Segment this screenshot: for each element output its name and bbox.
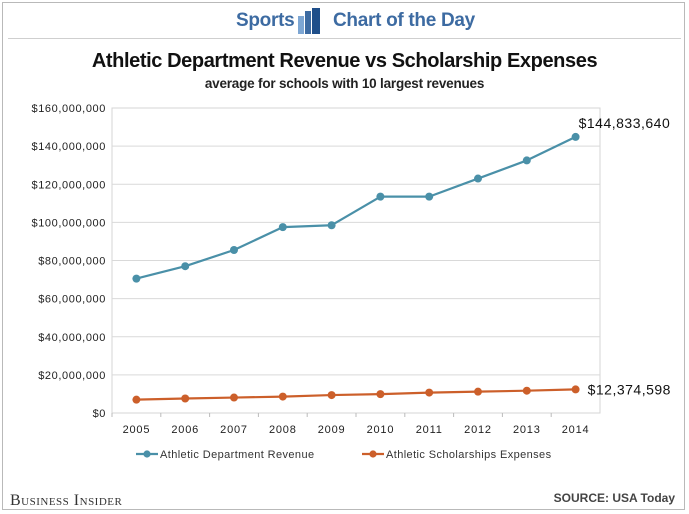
source-note: SOURCE: USA Today xyxy=(553,491,675,505)
legend-label: Athletic Department Revenue xyxy=(160,449,315,461)
y-tick-label: $80,000,000 xyxy=(38,256,106,268)
chart-subtitle: average for schools with 10 largest reve… xyxy=(204,76,485,91)
data-point xyxy=(327,391,336,400)
x-tick-label: 2010 xyxy=(367,424,395,436)
x-tick-label: 2011 xyxy=(416,424,443,436)
y-tick-label: $140,000,000 xyxy=(32,141,107,153)
data-point xyxy=(425,192,434,201)
end-value-label: $144,833,640 xyxy=(579,115,671,131)
chart-of-the-day-label: Chart of the Day xyxy=(333,10,475,31)
y-tick-label: $100,000,000 xyxy=(32,217,107,229)
x-tick-label: 2008 xyxy=(269,424,297,436)
y-tick-label: $160,000,000 xyxy=(32,103,107,115)
data-point xyxy=(522,156,531,165)
data-point xyxy=(571,385,580,394)
data-point xyxy=(132,274,141,283)
legend-marker xyxy=(143,450,151,458)
series-line-scholarships xyxy=(136,388,576,401)
data-point xyxy=(230,393,238,402)
legend-label: Athletic Scholarships Expenses xyxy=(386,449,552,461)
legend-marker xyxy=(369,450,377,458)
data-point xyxy=(376,390,385,399)
header-divider xyxy=(8,38,681,39)
brand-logo: Business Insider xyxy=(10,492,123,509)
y-tick-label: $0 xyxy=(93,408,106,420)
x-tick-label: 2012 xyxy=(464,424,492,436)
y-tick-label: $120,000,000 xyxy=(32,179,107,191)
data-point xyxy=(181,262,190,271)
data-point xyxy=(327,221,336,230)
data-point xyxy=(522,386,531,395)
data-point xyxy=(132,395,141,404)
end-value-label: $12,374,598 xyxy=(588,381,671,397)
data-point xyxy=(425,388,434,397)
chart-of-the-day-header: Sports Chart of the Day xyxy=(0,8,689,34)
data-point xyxy=(376,192,385,201)
y-tick-label: $60,000,000 xyxy=(38,294,106,306)
series-line-revenue xyxy=(136,135,577,280)
chart-frame xyxy=(2,2,685,510)
y-tick-label: $20,000,000 xyxy=(38,370,106,382)
x-tick-label: 2005 xyxy=(123,424,151,436)
sports-label: Sports xyxy=(236,10,295,31)
data-point xyxy=(230,246,238,255)
data-point xyxy=(474,174,482,183)
data-point xyxy=(474,387,482,396)
chart-title: Athletic Department Revenue vs Scholarsh… xyxy=(91,50,598,72)
y-tick-label: $40,000,000 xyxy=(38,332,106,344)
x-tick-label: 2006 xyxy=(171,424,199,436)
x-tick-label: 2007 xyxy=(220,424,248,436)
data-point xyxy=(278,392,287,401)
bar-logo-icon xyxy=(298,8,320,34)
x-tick-label: 2014 xyxy=(562,424,590,436)
x-tick-label: 2009 xyxy=(318,424,346,436)
data-point xyxy=(181,394,190,403)
x-tick-label: 2013 xyxy=(513,424,541,436)
data-point xyxy=(571,132,580,141)
data-point xyxy=(278,223,287,232)
